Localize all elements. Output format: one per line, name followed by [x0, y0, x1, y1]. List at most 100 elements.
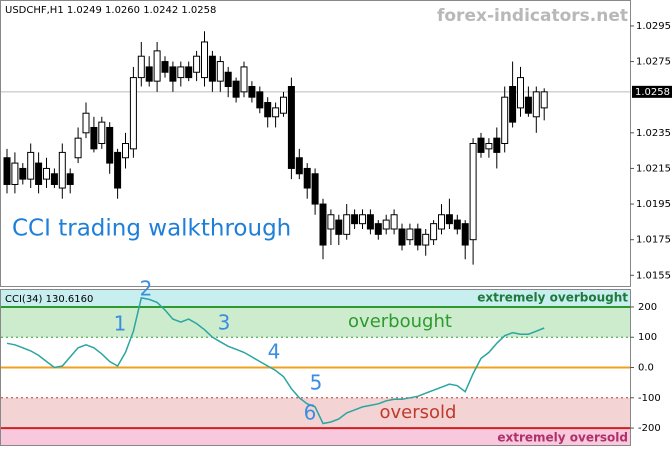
- candle-body: [169, 66, 177, 82]
- candle-body: [74, 137, 82, 159]
- candle-body: [66, 173, 74, 185]
- candle-body: [264, 102, 272, 118]
- candle-body: [240, 66, 248, 93]
- candle-body: [469, 143, 477, 241]
- candle-body: [343, 214, 351, 235]
- candle-body: [501, 96, 509, 144]
- y-tick-label: -100: [638, 393, 661, 404]
- y-tick-label: 0.0: [638, 363, 654, 374]
- candle-body: [517, 77, 524, 109]
- zone-label: extremely oversold: [497, 431, 628, 445]
- annotation: CCI trading walkthrough: [12, 216, 291, 242]
- candle-body: [11, 162, 19, 185]
- candle-body: [280, 96, 287, 114]
- candle-body: [224, 71, 232, 87]
- candle-body: [414, 228, 422, 246]
- y-tick-label: 1.0275: [636, 57, 671, 68]
- candle-body: [122, 143, 129, 159]
- candle-body: [82, 112, 90, 134]
- candle-body: [3, 157, 11, 185]
- candle-body: [50, 173, 58, 185]
- zone-label: oversold: [380, 402, 457, 423]
- candle-body: [295, 157, 303, 175]
- candle-body: [177, 66, 185, 79]
- candle-body: [272, 107, 280, 118]
- candle-body: [153, 50, 161, 82]
- candle-body: [98, 121, 106, 144]
- candle-body: [390, 214, 398, 230]
- chart-title: USDCHF,H1 1.0249 1.0260 1.0242 1.0258: [5, 5, 216, 16]
- candle-body: [216, 61, 224, 82]
- candle-body: [524, 96, 532, 114]
- y-tick-label: -200: [638, 423, 661, 434]
- candle-body: [406, 228, 414, 241]
- candle-body: [208, 55, 216, 82]
- candle-body: [461, 223, 469, 246]
- candle-body: [161, 61, 169, 73]
- y-tick-label: 1.0295: [636, 21, 671, 32]
- candle-body: [287, 86, 295, 169]
- candle-body: [493, 137, 501, 153]
- step-number: 5: [310, 371, 323, 395]
- candle-body: [35, 162, 43, 185]
- candle-body: [319, 203, 327, 246]
- y-tick-label: 1.0215: [636, 163, 671, 174]
- y-tick-label: 200: [638, 302, 657, 313]
- candle-body: [114, 151, 122, 189]
- candle-body: [485, 143, 493, 150]
- candle-body: [19, 167, 27, 180]
- candle-body: [303, 167, 311, 189]
- candle-body: [43, 167, 50, 180]
- candle-body: [58, 151, 66, 189]
- cci-title: CCI(34) 130.6160: [5, 294, 93, 305]
- zone-label: overbought: [348, 311, 452, 332]
- candle-body: [311, 173, 319, 205]
- candle-body: [359, 214, 366, 225]
- candle-body: [438, 214, 445, 230]
- candle-body: [445, 214, 453, 225]
- step-number: 3: [218, 311, 231, 335]
- candle-body: [201, 41, 208, 79]
- cci-zone: [1, 306, 630, 338]
- step-number: 1: [114, 312, 127, 336]
- candle-body: [137, 55, 145, 79]
- candle-body: [185, 66, 193, 79]
- candle-body: [430, 223, 438, 241]
- y-tick-label: 1.0155: [636, 270, 671, 281]
- candle-body: [382, 219, 390, 230]
- step-number: 6: [304, 401, 317, 425]
- y-tick-label: 1.0175: [636, 235, 671, 246]
- candle-body: [477, 137, 485, 153]
- candle-body: [366, 214, 374, 230]
- step-number: 4: [268, 340, 281, 364]
- candle-body: [232, 80, 240, 98]
- candle-body: [374, 223, 382, 235]
- step-number: 2: [140, 277, 153, 301]
- price-frame: [0, 0, 631, 287]
- y-tick-label: 1.0235: [636, 128, 671, 139]
- candle-body: [106, 126, 114, 164]
- y-tick-label: 100: [638, 332, 657, 343]
- candle-body: [335, 219, 343, 235]
- candle-body: [129, 77, 137, 150]
- candle-body: [145, 66, 153, 82]
- candle-body: [256, 91, 264, 109]
- candle-body: [327, 214, 335, 230]
- candle-body: [398, 228, 406, 246]
- candle-body: [453, 219, 461, 230]
- candle-body: [422, 233, 430, 246]
- candle-body: [193, 55, 201, 73]
- candle-body: [532, 91, 540, 118]
- y-tick-label: 1.0195: [636, 199, 671, 210]
- candle-body: [248, 86, 256, 98]
- cci-zone: [1, 428, 630, 446]
- current-price-label: 1.0258: [635, 87, 670, 98]
- current-price-box: [632, 85, 672, 98]
- watermark: forex-indicators.net: [437, 6, 628, 26]
- cci-zone: [1, 397, 630, 429]
- candle-body: [27, 151, 35, 180]
- zone-label: extremely overbought: [477, 291, 628, 305]
- candle-body: [540, 91, 548, 109]
- candle-body: [509, 86, 517, 123]
